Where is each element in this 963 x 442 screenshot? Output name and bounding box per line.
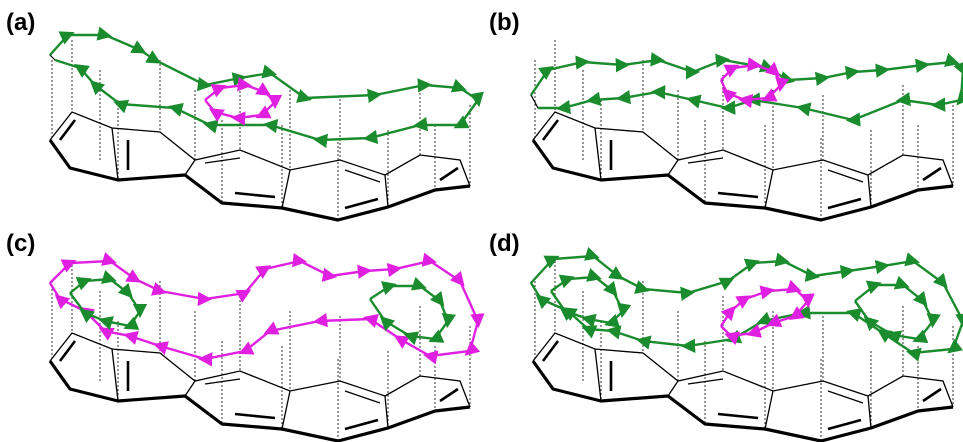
current-loop — [531, 256, 963, 353]
panel-label: (b) — [489, 9, 520, 36]
ring-current — [551, 277, 623, 323]
panel-label: (d) — [489, 230, 520, 257]
dotted-lines — [535, 261, 953, 441]
ring-current — [855, 285, 933, 339]
current-loop — [50, 261, 478, 359]
ring-current — [370, 286, 448, 339]
ring-current — [205, 85, 275, 118]
ring-current — [721, 289, 808, 336]
molecule — [533, 333, 953, 441]
panel-a: (a) — [6, 9, 478, 220]
panel-d: (d) — [489, 230, 963, 441]
molecule — [533, 112, 953, 220]
dotted-lines — [52, 261, 470, 441]
figure: (a) (b) (c) (d) — [0, 0, 963, 442]
panel-c: (c) — [6, 230, 478, 441]
molecule — [50, 333, 470, 441]
current-arrows — [531, 256, 963, 353]
current-arrows — [531, 60, 963, 120]
ring-current — [70, 279, 140, 326]
panel-b: (b) — [489, 9, 963, 220]
dotted-lines — [52, 40, 470, 220]
ring-current — [721, 65, 781, 100]
panel-label: (c) — [6, 230, 35, 257]
current-arrows — [50, 261, 478, 359]
current-arrows — [50, 35, 478, 140]
panel-label: (a) — [6, 9, 35, 36]
